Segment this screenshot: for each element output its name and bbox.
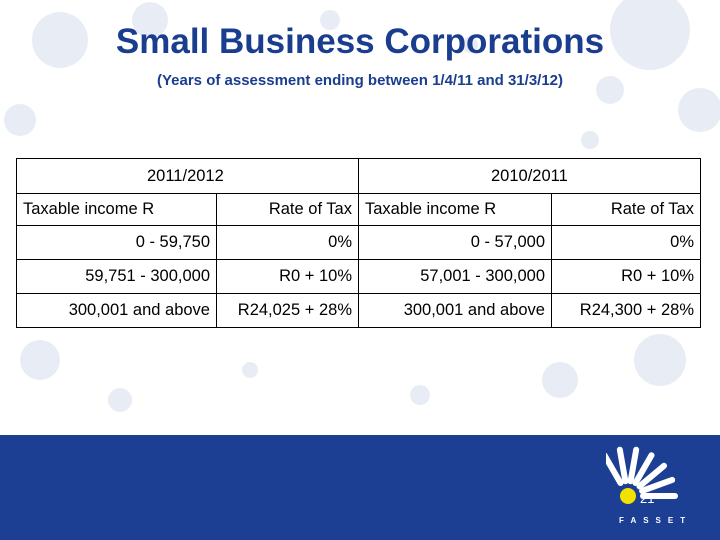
income-2012-cell: 0 - 59,750 [16, 225, 217, 260]
rate-2011-cell: R0 + 10% [551, 259, 701, 294]
column-header-taxable-income-2012: Taxable income R [16, 193, 217, 226]
year-2012-header: 2011/2012 [16, 158, 359, 194]
slide-title: Small Business Corporations [115, 22, 605, 61]
tax-rate-table: 2011/2012 2010/2011 Taxable income R Rat… [16, 158, 701, 328]
column-header-rate-2011: Rate of Tax [551, 193, 701, 226]
footer-band [0, 435, 720, 540]
income-2012-cell: 300,001 and above [16, 293, 217, 328]
rate-2012-cell: R24,025 + 28% [216, 293, 359, 328]
income-2011-cell: 0 - 57,000 [358, 225, 552, 260]
column-header-row: Taxable income R Rate of Tax Taxable inc… [16, 193, 701, 226]
slide-subtitle: (Years of assessment ending between 1/4/… [156, 72, 564, 89]
year-header-row: 2011/2012 2010/2011 [16, 158, 701, 194]
rate-2012-cell: 0% [216, 225, 359, 260]
rate-2011-cell: R24,300 + 28% [551, 293, 701, 328]
brand-wordmark: FASSET [619, 516, 693, 525]
income-2011-cell: 300,001 and above [358, 293, 552, 328]
column-header-rate-2012: Rate of Tax [216, 193, 359, 226]
table-row: 0 - 59,750 0% 0 - 57,000 0% [16, 225, 701, 260]
column-header-taxable-income-2011: Taxable income R [358, 193, 552, 226]
fasset-logo-icon [606, 446, 678, 504]
year-2011-header: 2010/2011 [358, 158, 701, 194]
income-2012-cell: 59,751 - 300,000 [16, 259, 217, 294]
rate-2011-cell: 0% [551, 225, 701, 260]
income-2011-cell: 57,001 - 300,000 [358, 259, 552, 294]
background-splash-decoration [4, 0, 720, 412]
table-row: 59,751 - 300,000 R0 + 10% 57,001 - 300,0… [16, 259, 701, 294]
page-number: 21 [640, 491, 655, 506]
rate-2012-cell: R0 + 10% [216, 259, 359, 294]
table-row: 300,001 and above R24,025 + 28% 300,001 … [16, 293, 701, 328]
